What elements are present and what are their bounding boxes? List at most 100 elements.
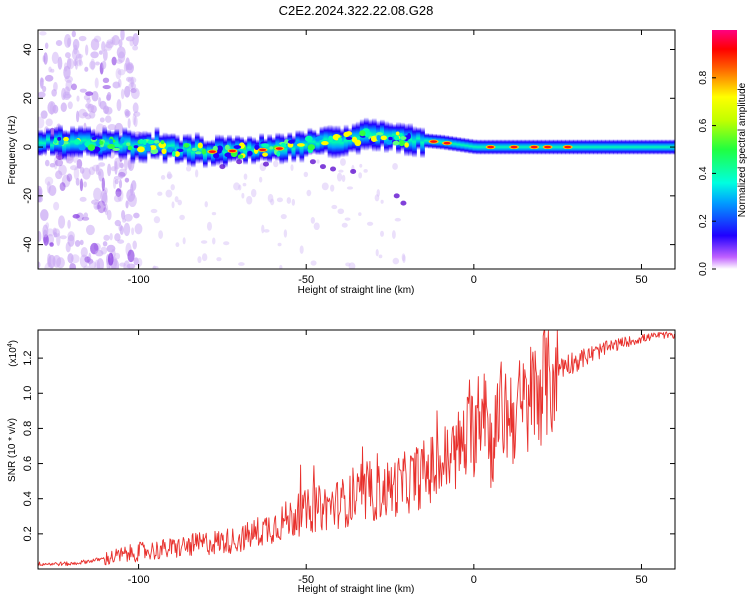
noise-speckle [250, 188, 257, 198]
noise-speckle [59, 235, 67, 240]
band-speckle [233, 145, 242, 149]
noise-speckle [166, 173, 173, 179]
noise-speckle [136, 257, 143, 267]
band-speckle [171, 150, 176, 157]
band-segment [319, 126, 325, 156]
noise-speckle [89, 60, 96, 70]
peak-core [228, 149, 236, 153]
band-speckle [99, 146, 107, 151]
spectral-blob [393, 193, 400, 199]
noise-speckle [42, 85, 47, 93]
band-segment [641, 139, 647, 155]
noise-speckle [83, 265, 91, 269]
band-segment [355, 121, 361, 156]
noise-speckle [70, 254, 80, 264]
noise-speckle [109, 232, 113, 241]
spectrogram-image [38, 30, 675, 269]
noise-speckle [363, 169, 368, 173]
noise-speckle [48, 66, 52, 73]
noise-speckle [61, 174, 71, 188]
noise-speckle [263, 229, 270, 233]
y-tick-label: 0.2 [22, 526, 34, 541]
noise-speckle [95, 164, 100, 175]
band-speckle [363, 130, 371, 138]
band-speckle [269, 146, 274, 150]
noise-speckle [130, 87, 140, 100]
noise-speckle [82, 167, 91, 180]
band-speckle [58, 140, 64, 146]
snr-y-ticks: 0.2 0.4 0.6 0.8 1.0 1.2 [22, 350, 675, 542]
snr-y-multiplier: (x104) [7, 340, 19, 367]
band-segment [468, 138, 474, 155]
band-segment [452, 136, 458, 152]
noise-speckle [69, 165, 79, 171]
noise-speckle [291, 198, 296, 206]
noise-speckle [125, 57, 130, 71]
noise-speckle [114, 233, 121, 242]
noise-speckle [103, 234, 110, 241]
noise-speckle [45, 118, 53, 127]
band-speckle [395, 131, 400, 136]
colorbar-tick-label: 0.6 [698, 118, 709, 132]
noise-speckle [133, 111, 141, 117]
noise-speckle [72, 38, 80, 51]
noise-speckle [113, 157, 121, 170]
noise-speckle [106, 244, 116, 253]
band-speckle [321, 141, 329, 146]
band-segment [347, 127, 353, 153]
noise-speckle [95, 61, 100, 66]
noise-speckle [62, 91, 71, 100]
noise-speckle [132, 113, 136, 126]
noise-speckle [118, 168, 128, 177]
band-speckle [174, 151, 180, 157]
spectrogram-panel: -100 -50 0 50 -40 -20 0 20 40 Height of straigh… [7, 29, 676, 296]
band-segment [504, 139, 510, 155]
band-speckle [393, 135, 400, 141]
noise-speckle [152, 265, 159, 269]
band-segment [114, 128, 120, 156]
noise-speckle [55, 40, 63, 47]
band-segment [577, 139, 582, 155]
noise-speckle [78, 108, 88, 119]
noise-speckle [79, 254, 89, 268]
band-segment [142, 130, 148, 165]
noise-speckle [93, 187, 102, 201]
noise-speckle [80, 247, 88, 258]
colorbar-tick-label: 0.4 [698, 166, 709, 180]
band-segment [613, 139, 619, 155]
band-speckle [343, 131, 350, 138]
band-speckle [338, 137, 343, 142]
band-segment [311, 129, 317, 155]
noise-speckle [132, 33, 139, 47]
band-speckle [280, 142, 287, 148]
noise-speckle [133, 212, 140, 219]
noise-speckle [165, 189, 173, 198]
noise-speckle [380, 230, 384, 237]
band-segment [303, 132, 309, 158]
noise-speckle [102, 241, 108, 247]
noise-speckle [50, 68, 55, 73]
noise-speckle [63, 62, 68, 72]
noise-speckle [38, 116, 45, 129]
band-speckle [261, 143, 269, 148]
band-speckle [400, 136, 407, 141]
band-speckle [213, 152, 220, 159]
snr-x-label: Height of straight line (km) [298, 584, 415, 595]
band-segment [408, 122, 413, 157]
band-segment [500, 139, 506, 155]
band-segment [412, 125, 417, 158]
noise-speckle [117, 171, 126, 178]
noise-speckle [118, 39, 123, 48]
noise-speckle [114, 252, 121, 260]
x-tick-label: 50 [635, 274, 647, 286]
noise-speckle [118, 161, 124, 169]
band-segment [605, 139, 610, 155]
noise-speckle [117, 78, 122, 88]
band-speckle [78, 144, 86, 151]
noise-speckle [49, 242, 54, 247]
band-segment [130, 130, 136, 165]
noise-speckle [98, 168, 104, 182]
noise-speckle [107, 163, 112, 177]
noise-speckle [158, 230, 164, 239]
band-segment [62, 129, 67, 161]
